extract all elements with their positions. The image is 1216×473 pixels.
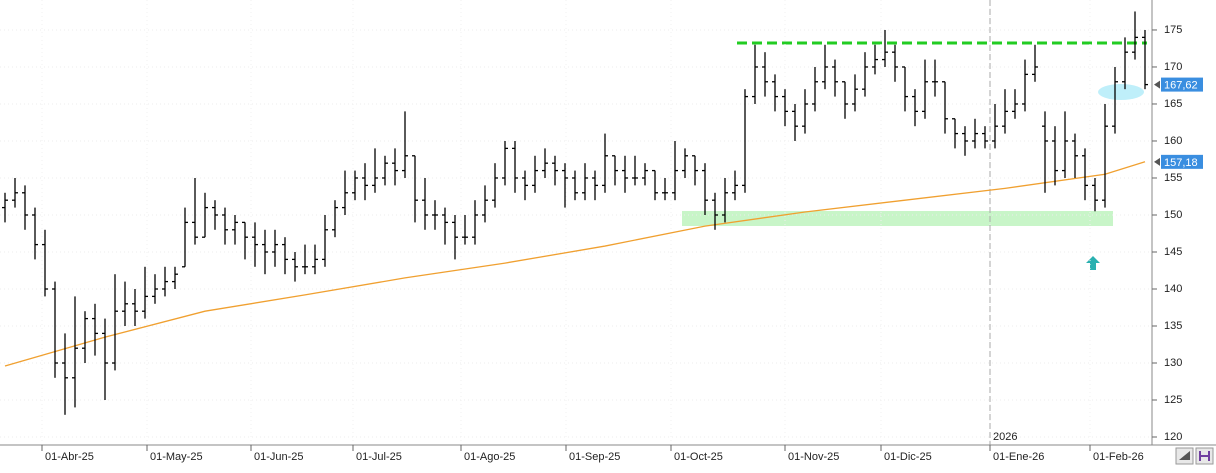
x-tick-label: 01-Jul-25 [356, 451, 402, 463]
y-tick-label: 150 [1164, 209, 1182, 221]
y-tick-label: 175 [1164, 24, 1182, 36]
y-tick-label: 130 [1164, 357, 1182, 369]
x-tick-label: 01-Dic-25 [884, 451, 932, 463]
y-tick-label: 125 [1164, 394, 1182, 406]
x-tick-label: 01-Feb-26 [1093, 451, 1144, 463]
price-label: 157,18 [1164, 157, 1198, 169]
price-pointer [1154, 80, 1160, 89]
grid [0, 0, 1150, 445]
y-tick-label: 155 [1164, 172, 1182, 184]
arrow-up [1086, 256, 1100, 270]
plot [2, 11, 1148, 415]
button-icon [1179, 451, 1190, 460]
x-tick-label: 01-Ene-26 [993, 451, 1044, 463]
year-label: 2026 [993, 431, 1017, 443]
x-tick-label: 01-Ago-25 [464, 451, 515, 463]
x-tick-label: 01-Oct-25 [674, 451, 723, 463]
x-tick-label: 01-Abr-25 [45, 451, 94, 463]
price-label-box [1161, 77, 1203, 92]
price-label: 167,62 [1164, 79, 1198, 91]
y-tick-label: 145 [1164, 246, 1182, 258]
y-tick-label: 140 [1164, 283, 1182, 295]
highlight-ellipse [1098, 84, 1144, 100]
y-tick-label: 120 [1164, 431, 1182, 443]
x-tick-label: 01-May-25 [150, 451, 203, 463]
x-tick-label: 01-Sep-25 [569, 451, 620, 463]
support-zone [682, 211, 1113, 226]
moving-average [4, 161, 1146, 367]
y-tick-label: 170 [1164, 61, 1182, 73]
y-tick-label: 165 [1164, 98, 1182, 110]
price-pointer [1154, 157, 1160, 166]
y-tick-label: 160 [1164, 135, 1182, 147]
x-tick-label: 01-Jun-25 [254, 451, 304, 463]
price-label-box [1161, 154, 1203, 169]
button-icon [1199, 451, 1210, 461]
axes: 120 125 130 135 140 145 150 155 160 165 170 175 01-A… [41, 24, 1203, 463]
y-tick-label: 135 [1164, 320, 1182, 332]
x-tick-label: 01-Nov-25 [788, 451, 839, 463]
